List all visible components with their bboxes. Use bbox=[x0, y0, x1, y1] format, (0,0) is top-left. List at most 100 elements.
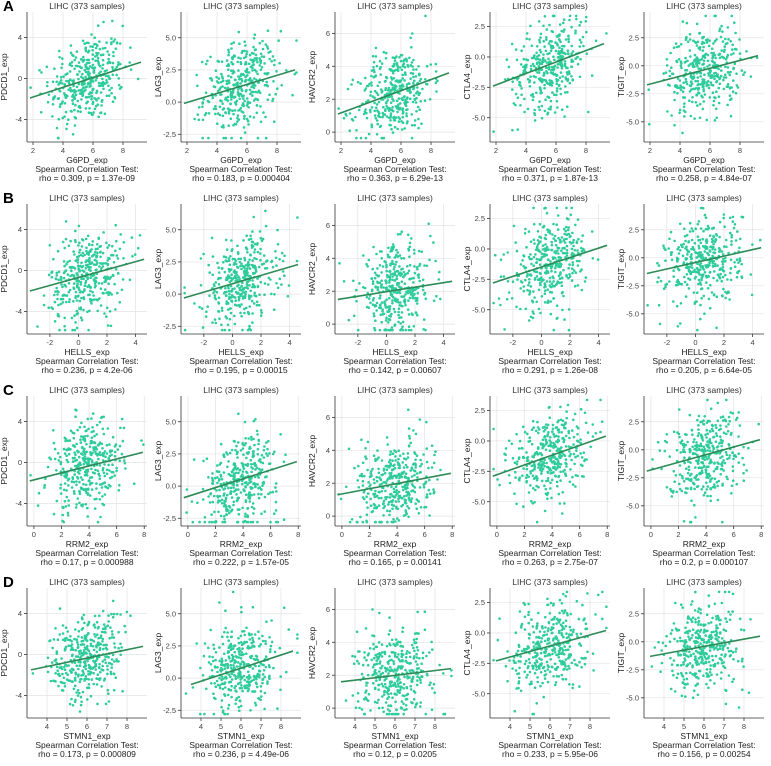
scatter-point bbox=[107, 84, 110, 88]
scatter-point bbox=[523, 110, 526, 114]
scatter-point bbox=[76, 282, 79, 286]
scatter-point bbox=[64, 437, 68, 441]
scatter-point bbox=[239, 293, 242, 297]
scatter-point bbox=[119, 62, 122, 66]
scatter-point bbox=[401, 304, 404, 308]
scatter-point bbox=[528, 289, 531, 293]
scatter-point bbox=[527, 283, 530, 287]
scatter-point bbox=[76, 110, 80, 113]
scatter-point bbox=[534, 57, 538, 61]
scatter-point bbox=[114, 308, 117, 311]
scatter-point bbox=[555, 206, 559, 210]
scatter-point bbox=[545, 269, 549, 273]
scatter-point bbox=[82, 308, 85, 312]
y-tick-label: -2.5 bbox=[626, 89, 639, 98]
scatter-point bbox=[80, 265, 84, 269]
scatter-point bbox=[256, 520, 259, 524]
scatter-point bbox=[58, 328, 61, 332]
scatter-point bbox=[97, 115, 100, 119]
scatter-point bbox=[93, 258, 97, 262]
scatter-point bbox=[61, 505, 65, 509]
scatter-point bbox=[709, 81, 713, 84]
scatter-point bbox=[393, 119, 397, 122]
scatter-point bbox=[86, 492, 90, 495]
scatter-point bbox=[259, 309, 263, 312]
scatter-point bbox=[735, 275, 739, 279]
scatter-point bbox=[72, 444, 75, 448]
scatter-point bbox=[388, 95, 391, 99]
scatter-point bbox=[90, 113, 94, 116]
scatter-point bbox=[58, 455, 62, 459]
scatter-point bbox=[183, 291, 186, 295]
scatter-point bbox=[232, 486, 235, 489]
scatter-point bbox=[230, 496, 234, 499]
scatter-point bbox=[91, 53, 95, 56]
scatter-point bbox=[228, 511, 231, 515]
scatter-point bbox=[530, 44, 534, 48]
scatter-point bbox=[133, 253, 137, 256]
scatter-point bbox=[257, 496, 261, 500]
scatter-point bbox=[665, 64, 669, 67]
scatter-point bbox=[243, 311, 246, 315]
scatter-point bbox=[412, 68, 415, 71]
scatter-point bbox=[72, 250, 75, 253]
scatter-point bbox=[709, 245, 712, 249]
scatter-point bbox=[664, 259, 667, 263]
scatter-point bbox=[374, 55, 378, 58]
scatter-point bbox=[108, 291, 112, 295]
scatter-point bbox=[111, 61, 115, 65]
scatter-point bbox=[572, 244, 575, 248]
scatter-point bbox=[563, 60, 567, 63]
scatter-point bbox=[414, 311, 418, 314]
scatter-point bbox=[66, 514, 70, 517]
scatter-point bbox=[424, 297, 428, 301]
scatter-point bbox=[69, 44, 73, 47]
scatter-point bbox=[254, 268, 258, 271]
scatter-point bbox=[29, 474, 32, 477]
scatter-point bbox=[701, 36, 704, 39]
scatter-point bbox=[85, 461, 88, 465]
scatter-point bbox=[399, 59, 403, 63]
scatter-point bbox=[74, 259, 77, 263]
scatter-point bbox=[550, 269, 553, 273]
scatter-point bbox=[568, 18, 571, 22]
scatter-point bbox=[428, 258, 431, 262]
y-tick-label: 5.0 bbox=[166, 33, 176, 42]
y-tick-label: 2.5 bbox=[166, 450, 176, 459]
scatter-point bbox=[699, 283, 703, 286]
scatter-point bbox=[570, 279, 574, 282]
scatter-point bbox=[664, 248, 667, 252]
scatter-point bbox=[388, 275, 392, 279]
scatter-point bbox=[538, 278, 541, 282]
scatter-point bbox=[680, 66, 683, 70]
panel-title: LIHC (373 samples) bbox=[49, 385, 125, 395]
scatter-point bbox=[103, 275, 107, 279]
scatter-point bbox=[536, 55, 539, 58]
scatter-point bbox=[726, 53, 730, 57]
scatter-point bbox=[370, 123, 374, 126]
y-tick-label: 4 bbox=[326, 62, 330, 71]
scatter-point bbox=[118, 484, 121, 487]
scatter-point bbox=[108, 77, 111, 80]
scatter-point bbox=[565, 273, 568, 277]
scatter-point bbox=[385, 298, 388, 302]
scatter-point bbox=[247, 62, 251, 66]
scatter-point bbox=[394, 263, 397, 266]
scatter-point bbox=[264, 115, 267, 119]
scatter-point bbox=[717, 101, 721, 105]
scatter-point bbox=[543, 59, 547, 62]
scatter-point bbox=[46, 81, 49, 84]
scatter-point bbox=[706, 65, 709, 68]
scatter-point bbox=[372, 60, 376, 64]
y-tick-label: 6 bbox=[326, 221, 330, 230]
scatter-point bbox=[579, 270, 582, 273]
scatter-point bbox=[116, 291, 119, 295]
scatter-point bbox=[52, 512, 56, 516]
scatter-point bbox=[545, 211, 549, 215]
scatter-point bbox=[690, 82, 694, 86]
scatter-point bbox=[101, 466, 105, 470]
scatter-point bbox=[684, 56, 687, 60]
scatter-point bbox=[374, 285, 378, 289]
scatter-point bbox=[679, 243, 683, 247]
scatter-point bbox=[86, 506, 89, 510]
